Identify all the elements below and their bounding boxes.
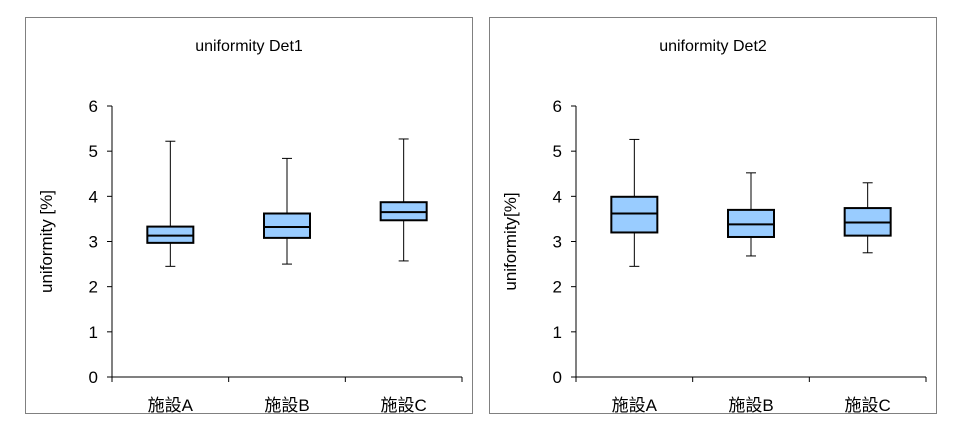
box-iqr	[263, 212, 311, 239]
y-tick-label: 6	[89, 97, 98, 116]
boxplot-det2: uniformity Det2 uniformity[%] 0 1 2 3 4 5 6 施設A 施設…	[501, 38, 927, 413]
x-category-label: 施設A	[148, 396, 194, 413]
x-category-label: 施設A	[612, 396, 658, 413]
chart-title: uniformity Det1	[195, 38, 303, 55]
y-tick-label: 5	[89, 142, 98, 161]
chart-panel-det2: uniformity Det2 uniformity[%] 0 1 2 3 4 5 6 施設A 施設…	[489, 17, 937, 414]
y-tick-label: 5	[553, 142, 562, 161]
y-tick-label: 0	[89, 368, 98, 387]
y-tick-label: 4	[553, 187, 562, 206]
x-category-label: 施設B	[264, 396, 309, 413]
box-iqr	[610, 195, 659, 234]
y-tick-label: 3	[89, 233, 98, 252]
y-tick-label: 1	[89, 323, 98, 342]
y-tick-label: 1	[553, 323, 562, 342]
boxplot-det1: uniformity Det1 uniformity [%] 0 1 2 3 4 5 6 施設A 施…	[37, 38, 463, 413]
x-category-label: 施設C	[845, 396, 891, 413]
chart-panel-det1: uniformity Det1 uniformity [%] 0 1 2 3 4 5 6 施設A 施…	[25, 17, 473, 414]
y-tick-label: 2	[553, 278, 562, 297]
y-tick-label: 4	[89, 187, 98, 206]
y-tick-label: 2	[89, 278, 98, 297]
x-category-label: 施設B	[728, 396, 773, 413]
y-axis-label: uniformity[%]	[501, 192, 520, 290]
y-axis-label: uniformity [%]	[37, 190, 56, 293]
y-tick-label: 0	[553, 368, 562, 387]
y-tick-label: 6	[553, 97, 562, 116]
y-tick-label: 3	[553, 233, 562, 252]
chart-title: uniformity Det2	[659, 38, 767, 55]
x-category-label: 施設C	[381, 396, 427, 413]
